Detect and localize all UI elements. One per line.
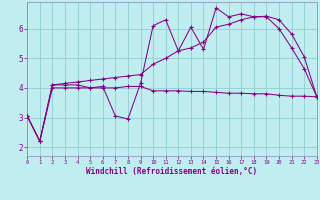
X-axis label: Windchill (Refroidissement éolien,°C): Windchill (Refroidissement éolien,°C) <box>86 167 258 176</box>
